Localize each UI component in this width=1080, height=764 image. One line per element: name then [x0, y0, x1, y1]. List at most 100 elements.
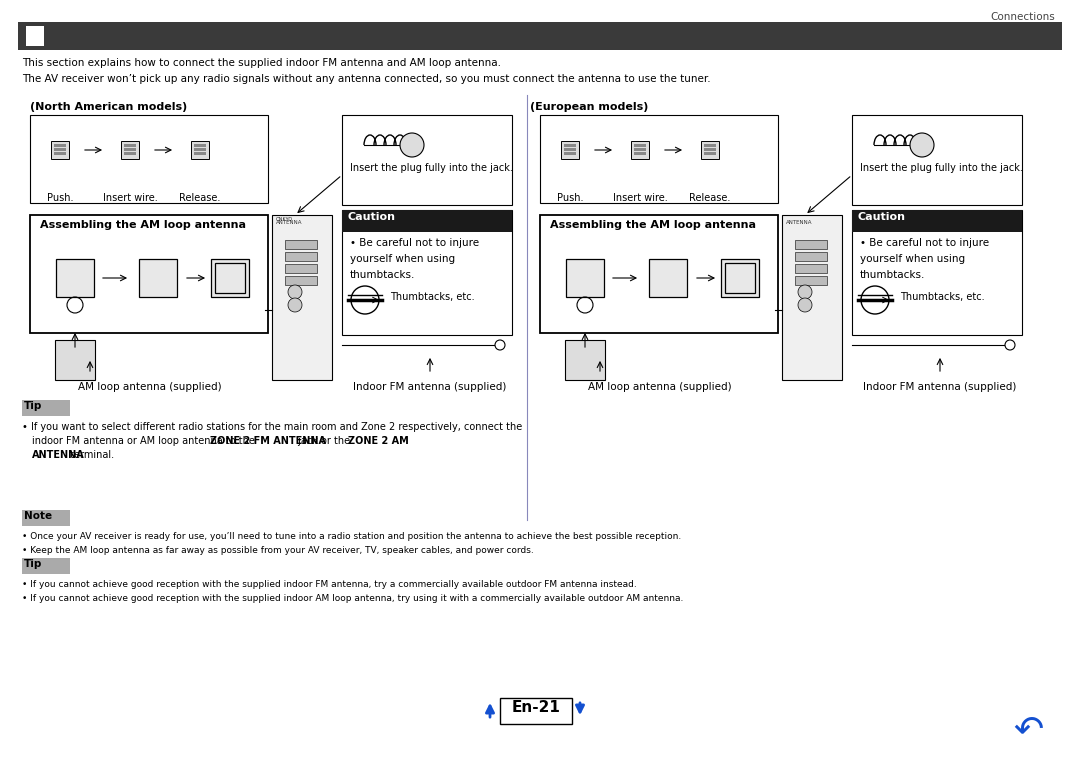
- Bar: [285, 240, 318, 249]
- Bar: [56, 259, 94, 297]
- Text: yourself when using: yourself when using: [860, 254, 966, 264]
- Bar: [564, 148, 576, 151]
- Text: The AV receiver won’t pick up any radio signals without any antenna connected, s: The AV receiver won’t pick up any radio …: [22, 74, 711, 84]
- Text: Assembling the AM loop antenna: Assembling the AM loop antenna: [550, 220, 756, 230]
- Text: AM loop antenna (supplied): AM loop antenna (supplied): [78, 382, 221, 392]
- Bar: [631, 141, 649, 159]
- Bar: [852, 210, 1022, 335]
- Text: • Be careful not to injure: • Be careful not to injure: [860, 238, 989, 248]
- Text: thumbtacks.: thumbtacks.: [860, 270, 926, 280]
- Bar: [565, 340, 605, 380]
- Text: Caution: Caution: [858, 212, 906, 222]
- Bar: [852, 115, 1022, 205]
- Text: Thumbtacks, etc.: Thumbtacks, etc.: [900, 292, 985, 302]
- Circle shape: [288, 298, 302, 312]
- Bar: [22, 400, 70, 416]
- Bar: [30, 115, 268, 203]
- Bar: [634, 152, 646, 155]
- Text: Thumbtacks, etc.: Thumbtacks, etc.: [390, 292, 474, 302]
- Bar: [54, 144, 66, 147]
- Bar: [795, 252, 827, 261]
- Bar: [540, 215, 778, 333]
- Text: AM loop antenna (supplied): AM loop antenna (supplied): [589, 382, 732, 392]
- Text: indoor FM antenna or AM loop antenna to the: indoor FM antenna or AM loop antenna to …: [32, 436, 258, 446]
- Bar: [634, 144, 646, 147]
- Bar: [26, 26, 44, 46]
- Text: Tip: Tip: [24, 559, 42, 569]
- Bar: [54, 148, 66, 151]
- Bar: [54, 152, 66, 155]
- Bar: [121, 141, 139, 159]
- Circle shape: [798, 285, 812, 299]
- Text: thumbtacks.: thumbtacks.: [350, 270, 416, 280]
- Text: (European models): (European models): [530, 102, 648, 112]
- Bar: [704, 144, 716, 147]
- Bar: [852, 210, 1022, 232]
- Text: jack or the: jack or the: [295, 436, 353, 446]
- Text: Note: Note: [24, 511, 52, 521]
- Text: Insert wire.: Insert wire.: [103, 193, 158, 203]
- Text: ANTENNA: ANTENNA: [786, 220, 812, 225]
- Text: • Once your AV receiver is ready for use, you’ll need to tune into a radio stati: • Once your AV receiver is ready for use…: [22, 532, 681, 541]
- Circle shape: [400, 133, 424, 157]
- Bar: [285, 252, 318, 261]
- Text: ANTENNA: ANTENNA: [276, 220, 302, 225]
- Text: ONKYO: ONKYO: [276, 217, 293, 222]
- Text: Insert wire.: Insert wire.: [612, 193, 667, 203]
- Circle shape: [798, 298, 812, 312]
- Bar: [124, 144, 136, 147]
- Bar: [795, 276, 827, 285]
- Bar: [51, 141, 69, 159]
- Circle shape: [288, 285, 302, 299]
- Bar: [540, 115, 778, 203]
- Bar: [649, 259, 687, 297]
- Bar: [564, 152, 576, 155]
- Bar: [704, 152, 716, 155]
- Text: ZONE 2 FM ANTENNA: ZONE 2 FM ANTENNA: [211, 436, 326, 446]
- Bar: [194, 152, 206, 155]
- Text: Caution: Caution: [348, 212, 396, 222]
- Text: Indoor FM antenna (supplied): Indoor FM antenna (supplied): [863, 382, 1016, 392]
- Bar: [725, 263, 755, 293]
- Bar: [634, 148, 646, 151]
- Text: (North American models): (North American models): [30, 102, 187, 112]
- Bar: [215, 263, 245, 293]
- Circle shape: [495, 340, 505, 350]
- Text: • If you want to select different radio stations for the main room and Zone 2 re: • If you want to select different radio …: [22, 422, 523, 432]
- Text: Release.: Release.: [689, 193, 731, 203]
- Text: This section explains how to connect the supplied indoor FM antenna and AM loop : This section explains how to connect the…: [22, 58, 501, 68]
- Text: En-21: En-21: [512, 700, 561, 715]
- Text: Push.: Push.: [557, 193, 583, 203]
- Bar: [191, 141, 210, 159]
- Text: Assembling the AM loop antenna: Assembling the AM loop antenna: [40, 220, 246, 230]
- Text: Connections: Connections: [990, 12, 1055, 22]
- Bar: [194, 148, 206, 151]
- Circle shape: [1005, 340, 1015, 350]
- Bar: [342, 210, 512, 232]
- Bar: [566, 259, 604, 297]
- Text: ANTENNA: ANTENNA: [32, 450, 84, 460]
- Circle shape: [910, 133, 934, 157]
- Bar: [285, 264, 318, 273]
- Text: terminal.: terminal.: [67, 450, 114, 460]
- Text: yourself when using: yourself when using: [350, 254, 455, 264]
- Bar: [795, 264, 827, 273]
- Bar: [564, 144, 576, 147]
- Text: • If you cannot achieve good reception with the supplied indoor FM antenna, try : • If you cannot achieve good reception w…: [22, 580, 637, 589]
- Bar: [272, 215, 332, 380]
- Bar: [704, 148, 716, 151]
- Bar: [211, 259, 249, 297]
- Bar: [342, 115, 512, 205]
- Bar: [782, 215, 842, 380]
- Bar: [22, 510, 70, 526]
- Bar: [139, 259, 177, 297]
- Bar: [55, 340, 95, 380]
- Text: • If you cannot achieve good reception with the supplied indoor AM loop antenna,: • If you cannot achieve good reception w…: [22, 594, 684, 603]
- Text: Tip: Tip: [24, 401, 42, 411]
- Text: Insert the plug fully into the jack.: Insert the plug fully into the jack.: [860, 163, 1023, 173]
- Bar: [701, 141, 719, 159]
- Bar: [721, 259, 759, 297]
- Bar: [561, 141, 579, 159]
- Text: Indoor FM antenna (supplied): Indoor FM antenna (supplied): [353, 382, 507, 392]
- Bar: [194, 144, 206, 147]
